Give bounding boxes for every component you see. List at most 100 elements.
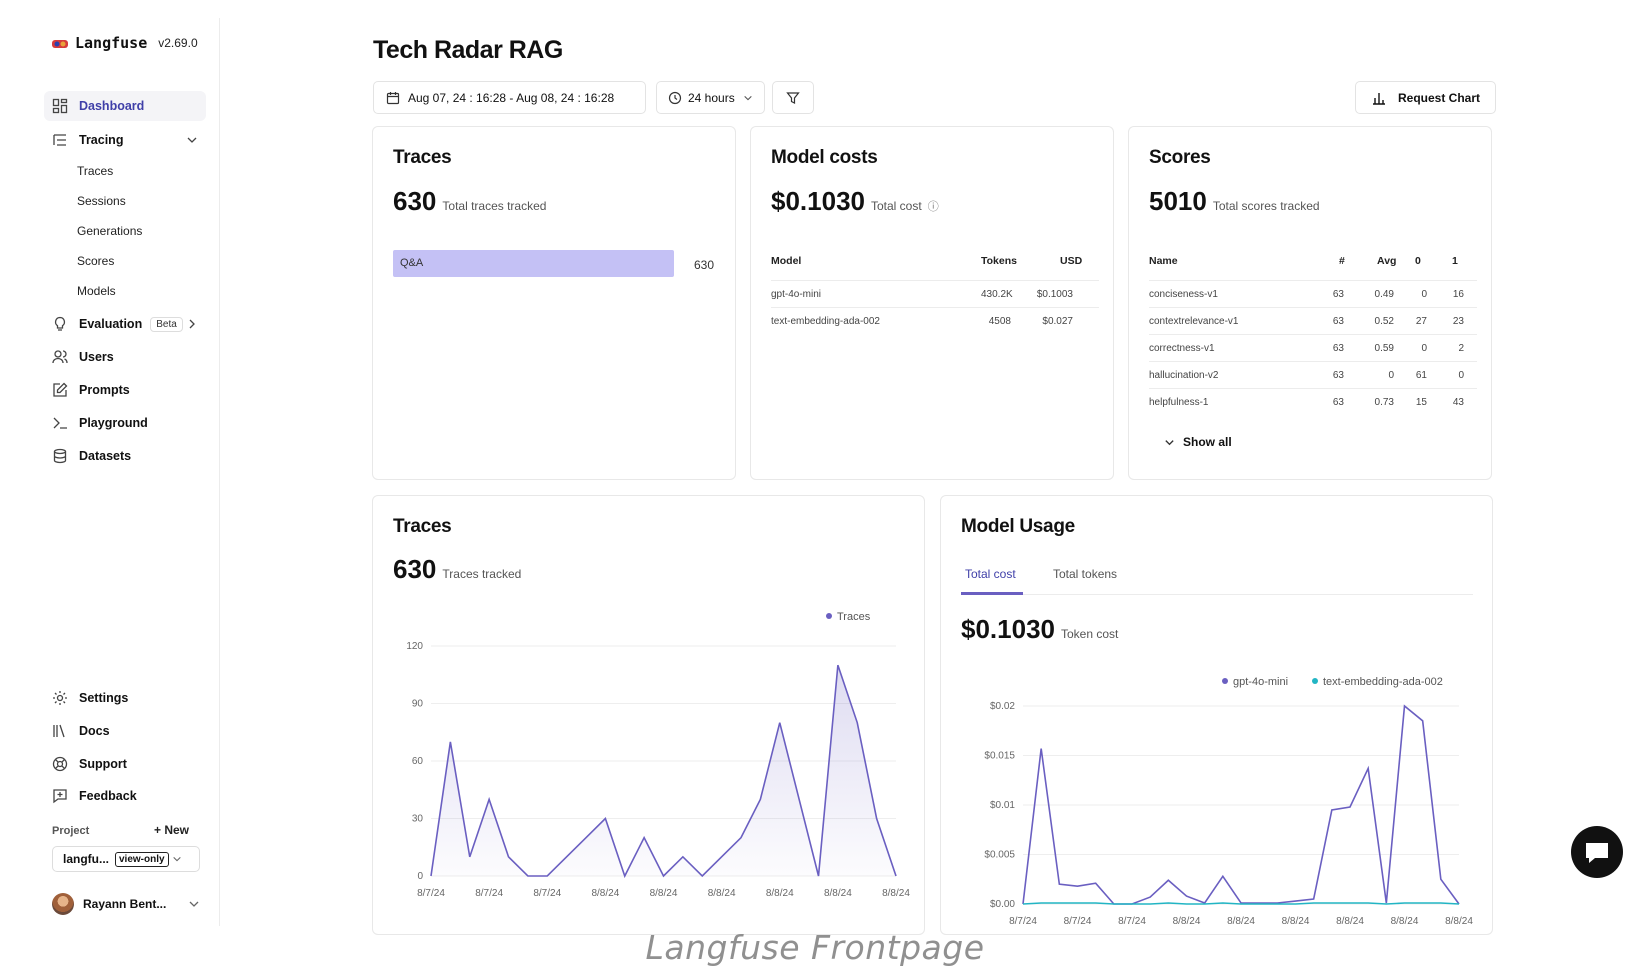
col-count: #	[1339, 255, 1345, 267]
legend-label: Traces	[837, 611, 871, 623]
card-title: Traces	[393, 147, 452, 168]
chevron-right-icon[interactable]	[186, 318, 198, 330]
series-line-gpt-4o-mini	[1022, 704, 1460, 905]
legend-dot	[826, 613, 832, 619]
divider	[1149, 361, 1477, 362]
request-chart-label: Request Chart	[1398, 90, 1481, 105]
sidebar-item-tracing[interactable]: Tracing	[44, 125, 206, 155]
cell-one: 43	[1452, 397, 1464, 408]
series-line-text-embedding-ada-002	[1022, 902, 1460, 905]
cell-zero: 0	[1421, 289, 1427, 300]
request-chart-button[interactable]: Request Chart	[1355, 81, 1496, 114]
sidebar-item-label: Evaluation	[79, 317, 143, 331]
cell-one: 16	[1452, 289, 1464, 300]
traces-chart-total-value: 630	[393, 554, 437, 584]
sidebar-item-dashboard[interactable]: Dashboard	[44, 91, 206, 121]
cell-name: correctness-v1	[1149, 343, 1215, 354]
cell-zero: 15	[1415, 397, 1427, 408]
x-tick-label: 8/8/24	[591, 888, 619, 899]
traces-total-label: Total traces tracked	[442, 199, 547, 213]
lightbulb-icon	[54, 316, 66, 331]
sidebar-item-users[interactable]: Users	[44, 342, 206, 372]
tab-total-cost[interactable]: Total cost	[965, 567, 1016, 581]
show-all-button[interactable]: Show all	[1164, 435, 1232, 449]
y-tick-label: $0.015	[984, 751, 1015, 762]
cell-one: 2	[1458, 343, 1464, 354]
chevron-down-icon	[1165, 439, 1174, 445]
app-version: v2.69.0	[158, 36, 198, 50]
divider	[1149, 307, 1477, 308]
traces-chart-total: 630 Traces tracked	[393, 554, 521, 585]
period-select[interactable]: 24 hours	[656, 81, 765, 114]
date-range-picker[interactable]: Aug 07, 24 : 16:28 - Aug 08, 24 : 16:28	[373, 81, 646, 114]
sidebar-subitem-scores[interactable]: Scores	[77, 254, 115, 268]
x-tick-label: 8/7/24	[475, 888, 503, 899]
x-tick-label: 8/8/24	[1391, 916, 1419, 927]
brand[interactable]: Langfuse v2.69.0	[51, 34, 198, 52]
x-tick-label: 8/8/24	[650, 888, 678, 899]
y-tick-label: $0.00	[990, 899, 1015, 910]
terminal-icon	[53, 417, 67, 429]
cell-name: helpfulness-1	[1149, 397, 1209, 408]
info-icon[interactable]: ⓘ	[927, 201, 939, 213]
users-icon	[52, 350, 68, 364]
user-menu[interactable]: Rayann Bent...	[52, 893, 200, 915]
sidebar-item-playground[interactable]: Playground	[44, 408, 206, 438]
cell-avg: 0.52	[1374, 316, 1394, 327]
x-tick-label: 8/8/24	[708, 888, 736, 899]
sidebar-item-settings[interactable]: Settings	[44, 683, 206, 713]
tab-total-tokens[interactable]: Total tokens	[1053, 567, 1118, 581]
sidebar-item-evaluation[interactable]: Evaluation Beta	[44, 309, 206, 339]
sidebar-subitem-traces[interactable]: Traces	[77, 164, 114, 178]
divider	[1149, 388, 1477, 389]
col-usd: USD	[1060, 255, 1083, 267]
scores-total: 5010 Total scores tracked	[1149, 186, 1320, 217]
sidebar-item-support[interactable]: Support	[44, 749, 206, 779]
cost-total: $0.1030 Total cost ⓘ	[771, 186, 939, 217]
y-tick-label: 0	[417, 871, 423, 882]
filter-button[interactable]	[772, 81, 814, 114]
sidebar	[0, 18, 220, 926]
cell-count: 63	[1332, 343, 1344, 354]
cost-total-value: $0.1030	[771, 186, 865, 216]
card-title: Model Usage	[961, 516, 1075, 537]
trace-bar-label: Q&A	[400, 257, 424, 269]
sidebar-subitem-models[interactable]: Models	[77, 284, 116, 298]
sidebar-subitem-generations[interactable]: Generations	[77, 224, 143, 238]
new-project-button[interactable]: + New	[154, 823, 189, 837]
sidebar-item-docs[interactable]: Docs	[44, 716, 206, 746]
cell-tokens: 4508	[988, 316, 1011, 327]
chat-button[interactable]	[1571, 826, 1623, 878]
col-avg: Avg	[1377, 255, 1397, 267]
usage-total: $0.1030 Token cost	[961, 614, 1118, 645]
sidebar-item-label: Feedback	[79, 789, 137, 803]
sidebar-item-datasets[interactable]: Datasets	[44, 441, 206, 471]
y-tick-label: 90	[412, 699, 424, 710]
sidebar-item-label: Settings	[79, 691, 129, 705]
sidebar-item-prompts[interactable]: Prompts	[44, 375, 206, 405]
x-tick-label: 8/8/24	[1336, 916, 1364, 927]
sidebar-item-label: Docs	[79, 724, 110, 738]
sidebar-item-feedback[interactable]: Feedback	[44, 781, 206, 811]
database-icon	[53, 448, 67, 464]
col-tokens: Tokens	[981, 255, 1017, 267]
cell-count: 63	[1332, 289, 1344, 300]
project-selector[interactable]: langfu... view-only	[52, 846, 200, 872]
library-icon	[53, 724, 65, 738]
trace-bar-value: 630	[694, 258, 715, 272]
chevron-down-icon	[172, 856, 181, 862]
traces-card: Traces 630 Total traces tracked Q&A 630	[372, 126, 736, 480]
legend-dot	[1222, 678, 1228, 684]
sidebar-item-label: Datasets	[79, 449, 132, 463]
usage-total-value: $0.1030	[961, 614, 1055, 644]
x-tick-label: 8/8/24	[1227, 916, 1255, 927]
col-model: Model	[771, 255, 802, 267]
x-tick-label: 8/7/24	[1009, 916, 1037, 927]
sidebar-subitem-sessions[interactable]: Sessions	[77, 194, 126, 208]
cell-name: conciseness-v1	[1149, 289, 1218, 300]
trace-bar[interactable]	[393, 250, 674, 277]
chevron-down-icon[interactable]	[186, 134, 198, 146]
traces-total: 630 Total traces tracked	[393, 186, 546, 217]
x-tick-label: 8/8/24	[1445, 916, 1473, 927]
page-title: Tech Radar RAG	[373, 36, 563, 64]
